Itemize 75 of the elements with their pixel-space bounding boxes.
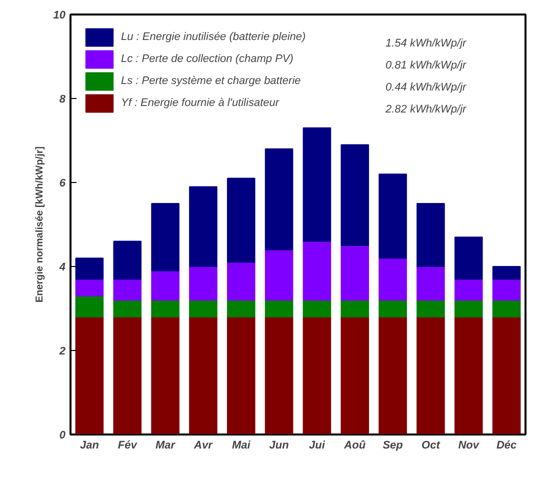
y-tick-label: 0 [59, 430, 66, 442]
bar [113, 278, 142, 301]
bar [75, 258, 104, 280]
x-tick-label: Mai [232, 440, 252, 452]
legend-label: Yf : Energie fournie à l'utilisateur [121, 96, 280, 111]
bar [75, 278, 104, 296]
bar [151, 316, 180, 434]
bar [189, 186, 218, 267]
bar [189, 266, 218, 301]
annotation: 0.81 kWh/kWp/jr [386, 60, 468, 72]
bar [264, 148, 294, 250]
bar [113, 316, 142, 434]
bar [416, 203, 445, 267]
bar [340, 300, 370, 318]
x-tick-label: Jan [80, 440, 100, 452]
bar [378, 300, 407, 318]
bar [492, 266, 521, 280]
bar [302, 300, 332, 318]
annotation: 0.44 kWh/kWp/jr [386, 82, 468, 94]
x-tick-label: Déc [496, 440, 517, 452]
y-axis-title: Energie normalisée [kWh/kWp/jr] [34, 146, 46, 303]
x-tick-label: Avr [193, 440, 214, 452]
bar [302, 127, 332, 242]
bar [302, 240, 332, 301]
bar [226, 316, 256, 434]
bar [226, 300, 256, 318]
bar [302, 316, 332, 434]
bar [113, 300, 142, 318]
bar [454, 236, 483, 280]
bar [151, 270, 180, 301]
x-tick-label: Jui [309, 440, 326, 452]
bar [416, 316, 445, 434]
bar [113, 240, 142, 280]
annotation: 2.82 kWh/kWp/jr [384, 104, 468, 116]
bar [75, 295, 104, 318]
y-tick-label: 10 [53, 10, 66, 22]
y-tick-label: 2 [58, 346, 66, 358]
bar [454, 300, 483, 318]
bar [340, 144, 370, 246]
bar [151, 203, 180, 272]
bar [75, 316, 104, 434]
bar [264, 249, 294, 301]
x-tick-label: Mar [156, 440, 176, 452]
legend-label: Lc : Perte de collection (champ PV) [121, 52, 294, 67]
y-tick-label: 8 [59, 94, 66, 106]
bar [492, 316, 521, 434]
bar [226, 178, 256, 263]
bar [492, 300, 521, 318]
legend-label: Ls : Perte système et charge batterie [121, 74, 301, 89]
bar [416, 266, 445, 301]
annotation: 1.54 kWh/kWp/jr [386, 38, 468, 50]
x-tick-label: Oct [422, 440, 442, 452]
bar [264, 316, 294, 434]
x-tick-label: Sep [382, 440, 404, 452]
bar [416, 300, 445, 318]
bar [189, 300, 218, 318]
bar [454, 278, 483, 301]
x-tick-label: Aoû [343, 440, 366, 452]
bar [378, 316, 407, 434]
bar [340, 316, 370, 434]
y-tick-label: 4 [58, 262, 66, 274]
x-tick-label: Fév [118, 440, 138, 452]
bar [378, 258, 407, 301]
bar [151, 300, 180, 318]
bar [226, 262, 256, 301]
bar [189, 316, 218, 434]
legend-label: Lu : Energie inutilisée (batterie pleine) [121, 30, 306, 45]
x-tick-label: Jun [269, 440, 290, 452]
bar [340, 245, 370, 301]
bar [264, 300, 294, 318]
x-tick-label: Nov [458, 440, 480, 452]
bar [454, 316, 483, 434]
y-tick-label: 6 [59, 178, 66, 190]
bar [378, 174, 407, 259]
bar [492, 278, 521, 301]
